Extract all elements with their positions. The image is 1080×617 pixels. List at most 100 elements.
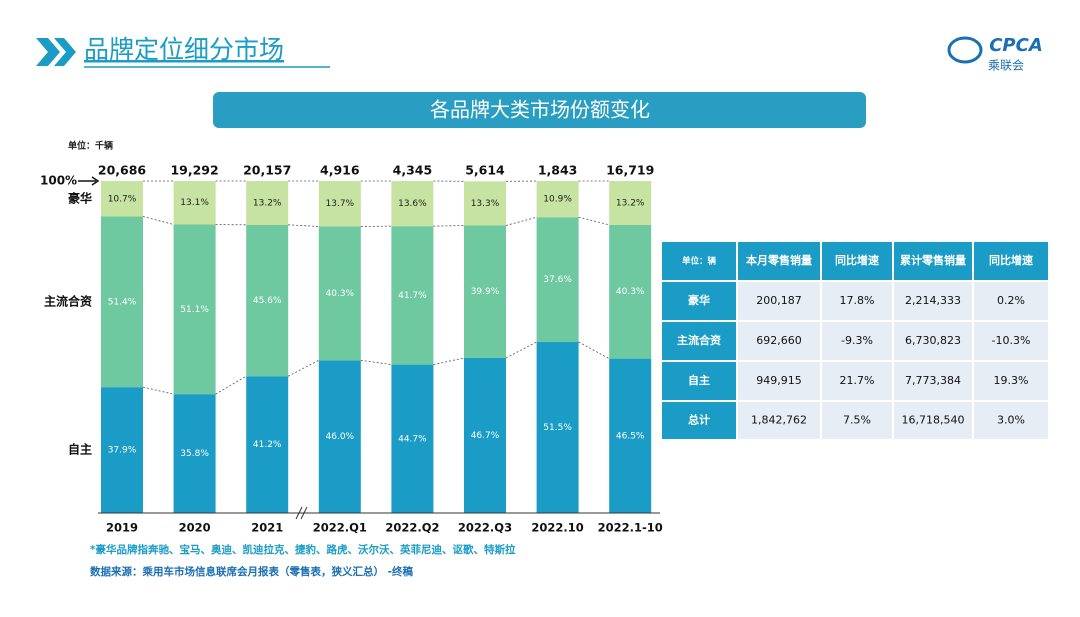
total-label: 1,843	[538, 163, 578, 178]
x-tick-label: 2022.Q2	[385, 521, 439, 535]
table-cell	[736, 320, 822, 362]
total-label: 16,719	[606, 163, 654, 178]
table-text: 7,773,384	[905, 374, 961, 387]
data-label: 13.7%	[326, 199, 355, 209]
axis-break	[295, 506, 308, 520]
table-text: 自主	[688, 373, 710, 387]
table-text: 单位：辆	[682, 256, 717, 267]
data-label: 51.5%	[543, 423, 572, 433]
total-label: 20,157	[243, 163, 291, 178]
data-label: 13.3%	[471, 199, 500, 209]
table-cell	[660, 320, 738, 362]
series-label: 自主	[68, 442, 92, 457]
bar-segment	[173, 181, 216, 225]
header-arrow	[36, 38, 76, 66]
data-label: 46.5%	[616, 431, 645, 441]
table-cell	[820, 280, 894, 322]
connector	[215, 375, 247, 395]
table-text: 本月零售销量	[746, 253, 812, 267]
bar-segment	[173, 394, 216, 513]
table-text: 692,660	[756, 334, 802, 347]
table-text: 6,730,823	[905, 334, 961, 347]
page-title: 品牌定位细分市场	[84, 35, 284, 64]
table-text: 2,214,333	[905, 294, 961, 307]
bar-segment	[609, 358, 652, 513]
x-tick-label: 2022.Q1	[313, 521, 367, 535]
total-label: 4,916	[320, 163, 360, 178]
connector	[433, 225, 465, 227]
data-label: 35.8%	[180, 449, 209, 459]
x-tick-label: 2020	[179, 521, 211, 535]
table-cell	[660, 240, 738, 282]
data-label: 40.3%	[616, 287, 645, 297]
table-text: 同比增速	[835, 253, 879, 267]
bar-segment	[536, 181, 579, 218]
table-text: 17.8%	[840, 294, 875, 307]
table-text: -9.3%	[841, 334, 873, 347]
x-tick-label: 2022.1-10	[598, 521, 663, 535]
table-cell	[820, 400, 894, 441]
x-tick-label: 2022.Q3	[458, 521, 512, 535]
data-label: 13.1%	[180, 198, 209, 208]
connector	[360, 359, 392, 365]
arrow-head	[91, 176, 100, 186]
total-label: 19,292	[170, 163, 218, 178]
connector	[505, 216, 537, 226]
data-label: 10.9%	[543, 195, 572, 205]
y-tick-label: 100%	[40, 174, 77, 188]
bar-segment	[246, 224, 289, 377]
table-text: 16,718,540	[902, 414, 965, 427]
connector	[142, 216, 174, 225]
table-cell	[972, 400, 1050, 441]
bar-segment	[173, 224, 216, 395]
bar-segment	[101, 181, 143, 217]
x-tick-label: 2022.10	[531, 521, 583, 535]
table-text: 累计零售销量	[900, 253, 966, 267]
table-cell	[972, 280, 1050, 322]
table-cell	[660, 360, 738, 402]
bar-segment	[609, 181, 652, 225]
table-text: 豪华	[688, 293, 710, 307]
x-tick-label: 2019	[106, 521, 138, 535]
data-label: 37.6%	[543, 275, 572, 285]
data-label: 41.2%	[253, 440, 282, 450]
table-text: 同比增速	[989, 253, 1033, 267]
data-label: 10.7%	[108, 194, 137, 204]
bar-segment	[464, 181, 506, 226]
table-text: 总计	[688, 413, 710, 427]
bar-segment	[246, 181, 289, 225]
table-cell	[892, 400, 974, 441]
table-cell	[972, 360, 1050, 402]
footnote: *豪华品牌指奔驰、宝马、奥迪、凯迪拉克、捷豹、路虎、沃尔沃、英菲尼迪、讴歌、特斯…	[90, 543, 516, 556]
data-label: 13.2%	[253, 198, 282, 208]
data-label: 46.0%	[326, 432, 355, 442]
connector	[142, 386, 174, 395]
table-text: 主流合资	[677, 333, 721, 347]
table-cell	[820, 240, 894, 282]
bar-segment	[464, 357, 506, 513]
data-label: 41.7%	[398, 291, 427, 301]
table-text: 0.2%	[997, 294, 1025, 307]
table-text: 7.5%	[843, 414, 871, 427]
bar-segment	[246, 376, 289, 513]
bar-segment	[536, 217, 579, 343]
logo-sub: 乘联会	[988, 59, 1024, 73]
data-label: 37.9%	[108, 446, 137, 456]
unit-label: 单位：千辆	[68, 140, 113, 152]
bar-segment	[318, 181, 361, 227]
footnote: 数据来源：乘用车市场信息联席会月报表（零售表，狭义汇总） -终稿	[89, 565, 414, 578]
data-label: 46.7%	[471, 431, 500, 441]
bar-segment	[536, 342, 579, 513]
data-label: 45.6%	[253, 296, 282, 306]
x-tick-label: 2021	[251, 521, 283, 535]
table-text: 3.0%	[997, 414, 1025, 427]
data-label: 13.2%	[616, 198, 645, 208]
table-cell	[892, 240, 974, 282]
table-text: 21.7%	[840, 374, 875, 387]
table-text: -10.3%	[992, 334, 1031, 347]
data-label: 39.9%	[471, 287, 500, 297]
table-text: 949,915	[756, 374, 802, 387]
table-text: 200,187	[756, 294, 802, 307]
bar-segment	[101, 216, 143, 388]
